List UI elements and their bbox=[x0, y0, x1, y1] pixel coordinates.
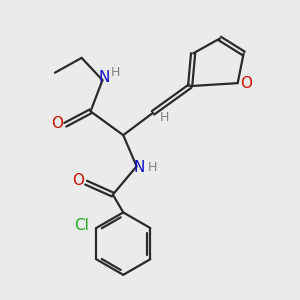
Text: N: N bbox=[98, 70, 110, 85]
Text: O: O bbox=[51, 116, 63, 131]
Text: H: H bbox=[160, 111, 169, 124]
Text: N: N bbox=[134, 160, 145, 175]
Text: H: H bbox=[111, 66, 121, 79]
Text: O: O bbox=[72, 173, 84, 188]
Text: Cl: Cl bbox=[74, 218, 89, 232]
Text: H: H bbox=[147, 161, 157, 174]
Text: O: O bbox=[240, 76, 252, 91]
